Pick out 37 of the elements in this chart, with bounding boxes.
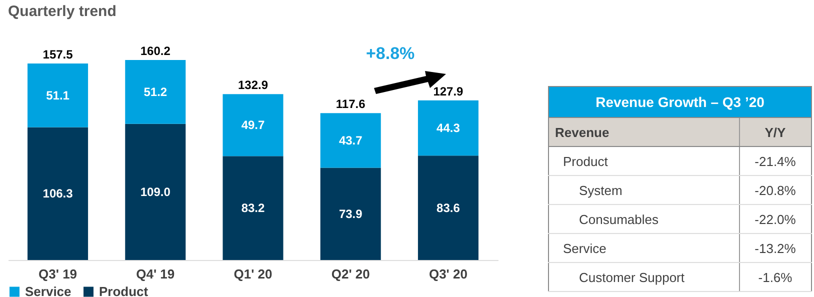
text: -20.8% [739,176,812,204]
data-label: 83.2 [241,201,265,216]
annotation: +8.8% [366,44,415,64]
text: Revenue Growth – Q3 ’20 [548,86,812,118]
x-tick-label: Q3' 20 [428,266,468,282]
text: Consumables [548,204,740,234]
data-label: 44.3 [436,120,460,135]
legend-label: Service [25,284,72,297]
data-label: 43.7 [338,133,363,148]
text: -13.2% [739,234,812,262]
x-tick-label: Q3' 19 [38,266,78,282]
total-label: 117.6 [336,97,366,112]
text: Service [548,234,740,262]
text: -21.4% [739,146,812,176]
text: Y/Y [739,118,812,146]
data-label: 109.0 [140,184,171,199]
total-label: 127.9 [433,84,464,98]
data-label: 83.6 [436,200,460,215]
total-label: 160.2 [140,44,171,58]
text: -22.0% [739,204,812,234]
text: Revenue [548,118,740,146]
total-label: 157.5 [42,47,74,62]
legend-label: Product [99,284,149,297]
data-label: 51.2 [144,84,168,99]
text: Customer Support [548,262,740,292]
total-label: 132.9 [238,78,268,92]
data-label: 106.3 [42,186,74,201]
data-label: 49.7 [241,118,265,132]
data-label: 51.1 [46,88,70,102]
x-tick-label: Q2' 20 [331,266,370,282]
x-tick-label: Q4' 19 [136,266,175,282]
text: Product [548,146,740,176]
text: -1.6% [739,262,812,292]
x-tick-label: Q1' 20 [234,266,272,282]
data-label: 73.9 [338,206,363,221]
text: System [548,176,740,204]
chart-title: Quarterly trend [8,3,116,20]
